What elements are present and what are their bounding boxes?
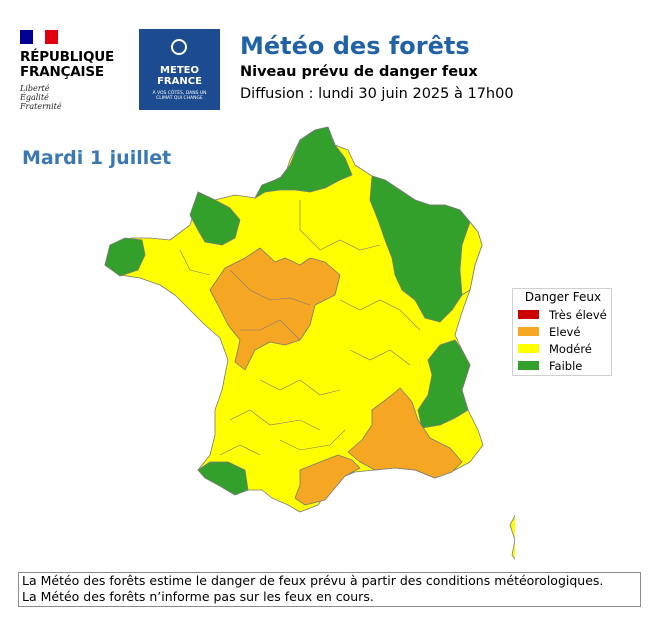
- northeast-low-region: [369, 175, 471, 323]
- rf-motto-liberte: Liberté: [20, 84, 50, 93]
- legend-swatch-tres-eleve: [518, 310, 539, 319]
- mf-tagline2: CLIMAT QUI CHANGE: [156, 96, 203, 101]
- legend-item-eleve: Elevé: [518, 324, 581, 339]
- rf-line2: FRANÇAISE: [20, 64, 104, 80]
- legend-swatch-modere: [518, 344, 539, 353]
- disclaimer-line1: La Météo des forêts estime le danger de …: [22, 573, 604, 588]
- legend-swatch-eleve: [518, 327, 539, 336]
- forecast-day: Mardi 1 juillet: [22, 147, 172, 169]
- alsace-moderate-region: [459, 221, 483, 296]
- corsica-moderate-region: [509, 514, 515, 560]
- center-high-region: [209, 247, 341, 371]
- pyrenees-low-region: [197, 461, 249, 496]
- legend-item-modere: Modéré: [518, 341, 592, 356]
- south-high-region: [294, 454, 361, 506]
- french-flag-icon: [20, 30, 59, 44]
- southeast-high-region: [347, 387, 463, 479]
- diffusion-date: Diffusion : lundi 30 juin 2025 à 17h00: [240, 86, 514, 102]
- legend-swatch-faible: [518, 361, 539, 370]
- rf-motto-fraternite: Fraternité: [20, 102, 62, 111]
- republique-francaise-logo: RÉPUBLIQUE FRANÇAISE Liberté Égalité Fra…: [20, 30, 120, 115]
- disclaimer-box: La Météo des forêts estime le danger de …: [18, 572, 641, 607]
- meteo-france-logo: METEO FRANCE À VOS CÔTÉS, DANS UN CLIMAT…: [139, 29, 220, 110]
- legend-label-faible: Faible: [549, 358, 583, 373]
- legend-label-eleve: Elevé: [549, 324, 581, 339]
- mf-line1: METEO: [160, 65, 199, 76]
- legend-item-faible: Faible: [518, 358, 583, 373]
- meteo-france-emblem-icon: [171, 39, 187, 55]
- alps-low-region: [417, 339, 471, 429]
- mf-tagline1: À VOS CÔTÉS, DANS UN: [152, 91, 207, 96]
- legend-title: Danger Feux: [524, 290, 602, 304]
- department-borders: [179, 200, 421, 456]
- danger-legend: Danger Feux Très élevé Elevé Modéré Faib…: [512, 288, 612, 376]
- france-danger-map: [104, 126, 515, 560]
- legend-item-tres-eleve: Très élevé: [518, 307, 607, 322]
- rf-line1: RÉPUBLIQUE: [20, 49, 115, 65]
- normandy-low-region: [189, 191, 241, 246]
- rf-motto-egalite: Égalité: [20, 93, 49, 102]
- legend-label-modere: Modéré: [549, 341, 592, 356]
- brittany-low-region: [104, 237, 146, 277]
- page-subtitle: Niveau prévu de danger feux: [240, 64, 478, 80]
- page-title: Météo des forêts: [240, 32, 470, 60]
- north-low-region: [254, 126, 353, 199]
- mf-line2: FRANCE: [157, 76, 202, 87]
- disclaimer-line2: La Météo des forêts n’informe pas sur le…: [22, 588, 374, 604]
- legend-label-tres-eleve: Très élevé: [549, 307, 607, 322]
